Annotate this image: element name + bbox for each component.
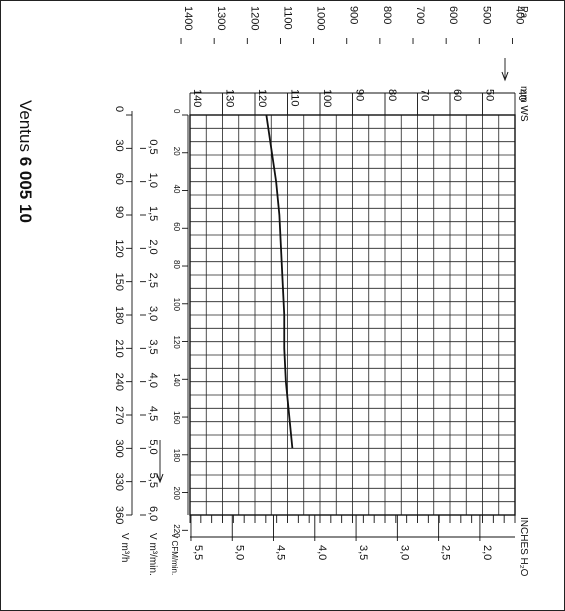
- tick-label-pa: 800: [381, 6, 393, 24]
- tick-label-cfm: 120: [172, 336, 181, 350]
- axis-unit-pa: Pa: [518, 6, 529, 19]
- tick-label-cfm: 0: [172, 109, 181, 114]
- tick-label-m3h: 330: [113, 473, 125, 491]
- tick-label-mmws: 130: [224, 89, 236, 107]
- tick-label-pa: 400: [513, 6, 525, 24]
- tick-label-cfm: 60: [172, 222, 181, 231]
- tick-label-pa: 500: [480, 6, 492, 24]
- tick-label-cfm: 20: [172, 147, 181, 156]
- axis-unit-cfm: V CFM/min.: [170, 533, 179, 575]
- tick-label-pa: 900: [348, 6, 360, 24]
- tick-label-cfm: 40: [172, 185, 181, 194]
- tick-label-m3min: 1,0: [147, 173, 159, 188]
- tick-label-inches: 2,0: [481, 545, 493, 560]
- chart-title: Ventus 6 005 10: [16, 100, 35, 223]
- tick-label-m3min: 1,5: [147, 206, 159, 221]
- tick-label-m3min: 4,5: [147, 406, 159, 421]
- tick-label-cfm: 160: [172, 411, 181, 425]
- tick-label-inches: 2,5: [440, 545, 452, 560]
- tick-label-pa: 1200: [248, 6, 260, 30]
- tick-label-m3min: 4,0: [147, 373, 159, 388]
- tick-label-mmws: 100: [321, 89, 333, 107]
- tick-label-m3h: 240: [113, 373, 125, 391]
- tick-label-mmws: 140: [191, 89, 203, 107]
- performance-curve: [265, 114, 294, 449]
- tick-label-cfm: 180: [172, 449, 181, 463]
- axis-unit-m3min: V m³/min.: [147, 533, 158, 576]
- tick-label-mmws: 80: [386, 89, 398, 101]
- arrow-head-flow: [156, 473, 164, 484]
- tick-label-pa: 700: [414, 6, 426, 24]
- tick-label-m3h: 0: [113, 106, 125, 112]
- tick-label-m3h: 180: [113, 306, 125, 324]
- chart-title-light: Ventus: [16, 100, 35, 157]
- tick-label-pa: 600: [447, 6, 459, 24]
- tick-label-m3h: 120: [113, 239, 125, 257]
- tick-label-mmws: 40: [516, 89, 528, 101]
- tick-label-pa: 1300: [215, 6, 227, 30]
- tick-label-pa: 1100: [281, 6, 293, 30]
- tick-label-m3min: 5,5: [147, 473, 159, 488]
- arrow-head-pressure: [501, 71, 509, 82]
- tick-label-inches: 4,5: [275, 545, 287, 560]
- tick-label-mmws: 70: [419, 89, 431, 101]
- tick-label-m3min: 0,5: [147, 139, 159, 154]
- tick-label-m3h: 60: [113, 173, 125, 185]
- chart-title-bold: 6 005 10: [16, 157, 35, 223]
- tick-label-mmws: 110: [289, 89, 301, 107]
- tick-label-m3h: 360: [113, 506, 125, 524]
- tick-label-m3h: 270: [113, 406, 125, 424]
- tick-label-m3min: 3,0: [147, 306, 159, 321]
- tick-label-cfm: 140: [172, 373, 181, 387]
- tick-label-m3h: 30: [113, 139, 125, 151]
- tick-label-m3h: 210: [113, 339, 125, 357]
- tick-label-m3min: 3,5: [147, 339, 159, 354]
- tick-label-mmws: 120: [256, 89, 268, 107]
- tick-label-mmws: 90: [354, 89, 366, 101]
- tick-label-cfm: 200: [172, 487, 181, 501]
- tick-label-inches: 3,5: [357, 545, 369, 560]
- tick-label-pa: 1400: [182, 6, 194, 30]
- tick-label-m3h: 90: [113, 206, 125, 218]
- tick-label-inches: 3,0: [398, 545, 410, 560]
- tick-label-pa: 1000: [315, 6, 327, 30]
- tick-label-m3h: 300: [113, 439, 125, 457]
- tick-label-m3h: 150: [113, 273, 125, 291]
- tick-label-m3min: 5,0: [147, 439, 159, 454]
- axis-unit-mmws: mm WS: [518, 86, 529, 122]
- tick-label-mmws: 50: [484, 89, 496, 101]
- tick-label-inches: 5,5: [192, 545, 204, 560]
- tick-label-mmws: 60: [451, 89, 463, 101]
- tick-label-inches: 5,0: [233, 545, 245, 560]
- axis-unit-inches: INCHES H₂O: [518, 517, 529, 577]
- tick-label-cfm: 80: [172, 260, 181, 269]
- tick-label-cfm: 100: [172, 298, 181, 312]
- tick-label-inches: 4,0: [316, 545, 328, 560]
- tick-label-m3min: 2,5: [147, 273, 159, 288]
- axis-unit-m3h: V m³/h: [119, 533, 130, 562]
- tick-label-m3min: 2,0: [147, 239, 159, 254]
- tick-label-cfm: 220: [172, 524, 181, 538]
- tick-label-m3min: 6,0: [147, 506, 159, 521]
